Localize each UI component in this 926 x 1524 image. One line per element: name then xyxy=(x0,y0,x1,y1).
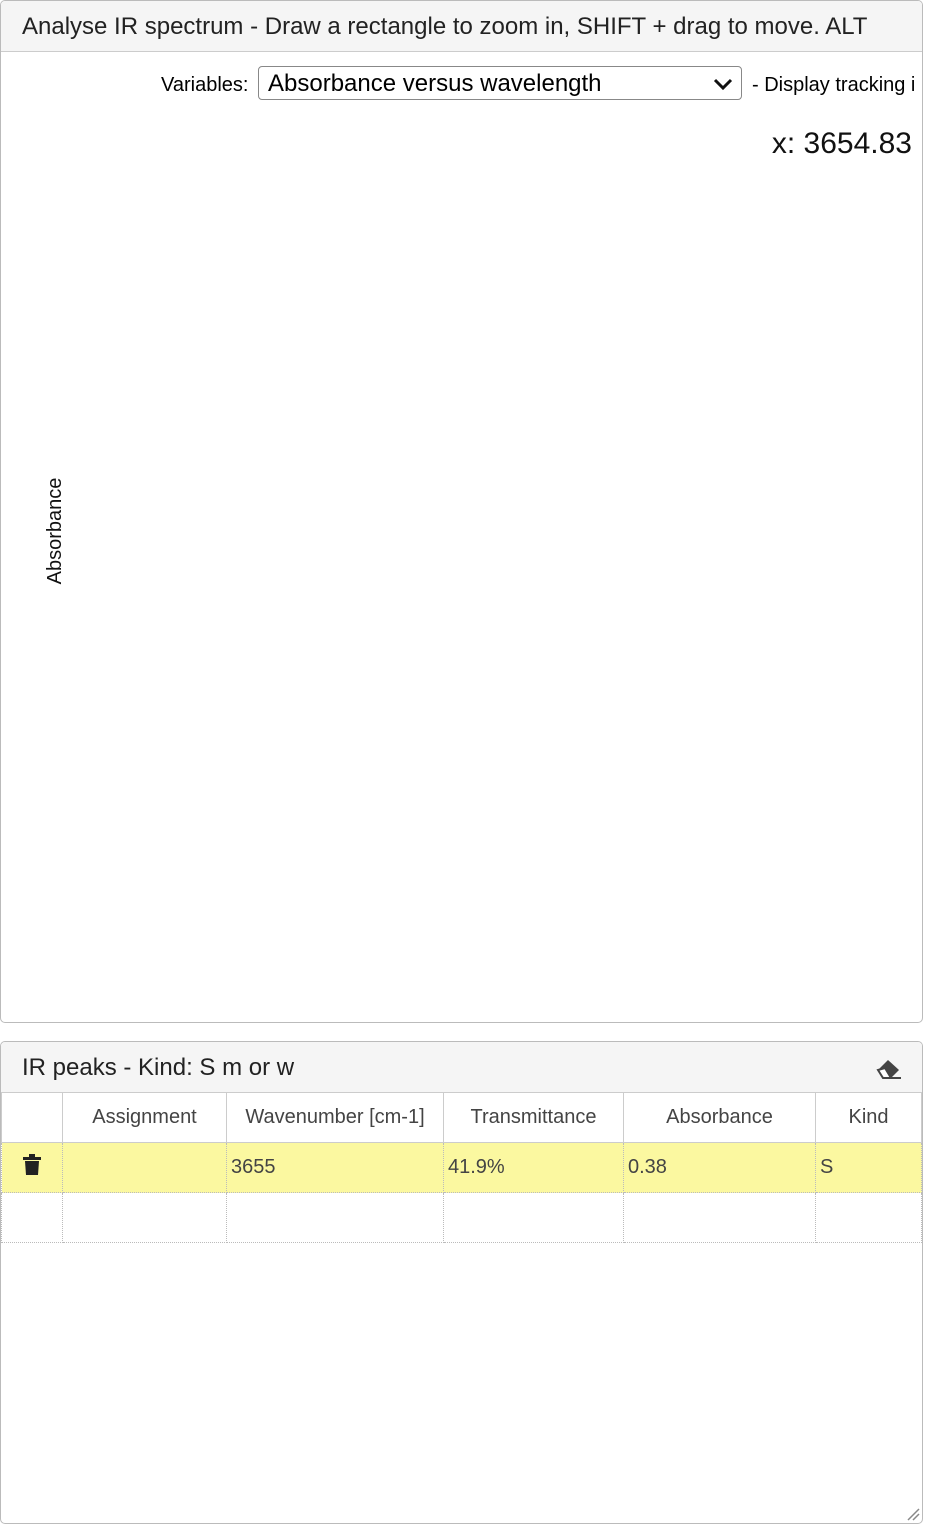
tracking-label: x: 3654.83 xyxy=(772,127,912,160)
y-axis-label: Absorbance xyxy=(44,478,66,585)
peaks-table: Assignment Wavenumber [cm-1] Transmittan… xyxy=(1,1092,922,1243)
resize-handle[interactable] xyxy=(906,1507,920,1521)
peaks-panel: IR peaks - Kind: S m or w Assignment Wav… xyxy=(0,1041,923,1524)
chevron xyxy=(713,78,733,91)
trash-icon[interactable] xyxy=(22,1153,42,1176)
variables-select[interactable]: Absorbance versus wavelength xyxy=(258,66,742,100)
col-header[interactable]: Wavenumber [cm-1] xyxy=(226,1092,444,1143)
empty-row xyxy=(1,1192,922,1243)
delete-cell xyxy=(1,1142,63,1193)
col-header[interactable]: Kind xyxy=(815,1092,922,1143)
header-row: Assignment Wavenumber [cm-1] Transmittan… xyxy=(1,1092,922,1143)
cell[interactable]: 3655 xyxy=(226,1142,444,1193)
assignment-cell[interactable] xyxy=(62,1142,227,1193)
cell[interactable]: 0.38 xyxy=(623,1142,816,1193)
peak-row[interactable]: 3655 41.9% 0.38 S xyxy=(1,1142,922,1193)
select-value: Absorbance versus wavelength xyxy=(268,70,602,97)
eraser-icon[interactable] xyxy=(874,1056,902,1080)
cell[interactable]: 41.9% xyxy=(443,1142,624,1193)
cell[interactable]: S xyxy=(815,1142,922,1193)
chart: Absorbance x: 3654.83 xyxy=(44,127,912,585)
col-header[interactable]: Absorbance xyxy=(623,1092,816,1143)
variables-row: Variables: Absorbance versus wavelength … xyxy=(161,66,922,102)
panel-title: Analyse IR spectrum - Draw a rectangle t… xyxy=(1,1,922,52)
spectrum-panel: Analyse IR spectrum - Draw a rectangle t… xyxy=(0,0,923,1023)
col-header[interactable]: Transmittance xyxy=(443,1092,624,1143)
col-header[interactable]: Assignment xyxy=(62,1092,227,1143)
tracking-toggle[interactable]: - Display tracking i xyxy=(752,74,916,96)
variables-label: Variables: xyxy=(161,74,249,96)
icon-col xyxy=(1,1092,63,1143)
peaks-title: IR peaks - Kind: S m or w xyxy=(1,1042,922,1093)
